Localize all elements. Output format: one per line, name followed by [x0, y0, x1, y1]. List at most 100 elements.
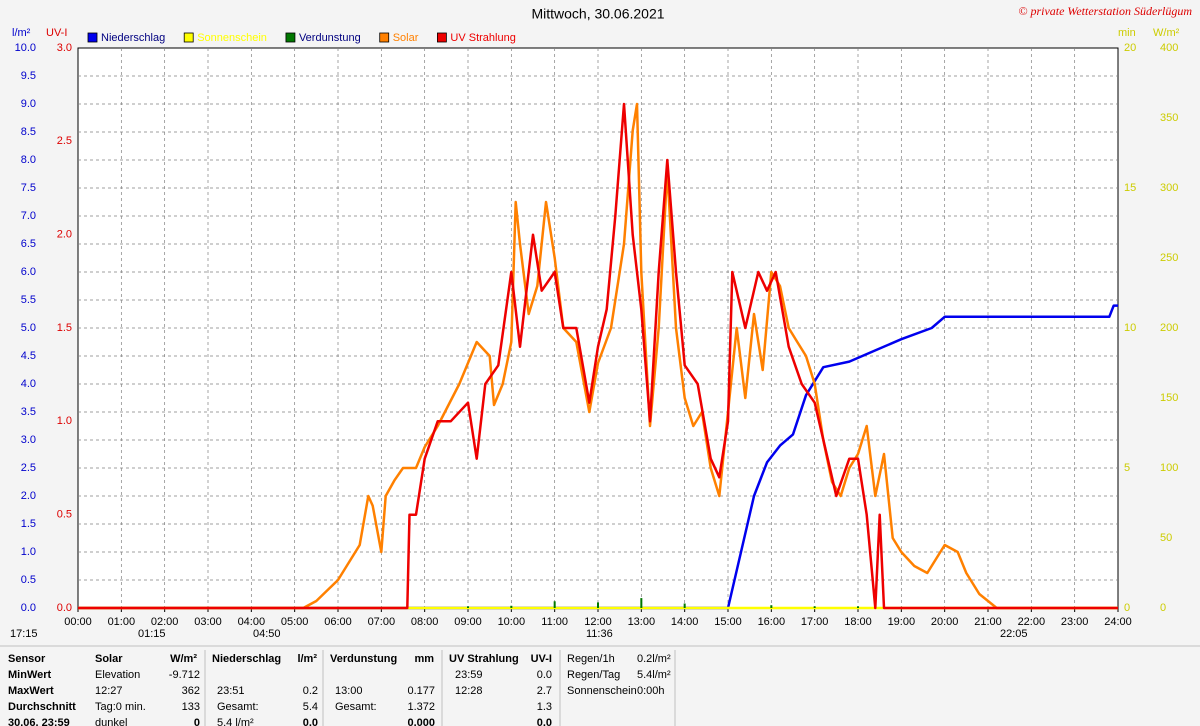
y-tick-label: 7.5	[21, 182, 36, 194]
y-tick-label: 3.5	[21, 406, 36, 418]
x-tick-label: 06:00	[324, 616, 352, 628]
legend-swatch	[379, 32, 390, 43]
axis-unit: W/m²	[1153, 27, 1180, 39]
y-tick-label: 5.0	[21, 322, 36, 334]
y-tick-label: 3.0	[21, 434, 36, 446]
x-tick-label: 07:00	[368, 616, 396, 628]
cell-value: 133	[182, 701, 200, 713]
time-marker: 01:15	[138, 628, 166, 640]
cell-value: 0.0	[537, 669, 552, 681]
y-tick-label: 4.5	[21, 350, 36, 362]
y-tick-label: 2.5	[57, 135, 72, 147]
cell-value: 362	[182, 685, 200, 697]
time-marker: 11:36	[586, 628, 613, 640]
block-title: UV Strahlung	[449, 653, 519, 665]
y-tick-label: 6.0	[21, 266, 36, 278]
cell-value: 2.7	[537, 685, 552, 697]
y-tick-label: 3.0	[57, 42, 72, 54]
summary-label: Regen/Tag	[567, 669, 620, 681]
legend-swatch	[285, 32, 296, 43]
y-tick-label: 10	[1124, 322, 1136, 334]
summary-label: Regen/1h	[567, 653, 615, 665]
y-tick-label: 5	[1124, 462, 1130, 474]
legend-label: Solar	[393, 32, 419, 44]
y-tick-label: 0.0	[21, 602, 36, 614]
summary-label: Sonnenschein	[567, 685, 637, 697]
legend-swatch	[437, 32, 447, 43]
x-tick-label: 08:00	[411, 616, 439, 628]
x-tick-label: 09:00	[454, 616, 482, 628]
y-tick-label: 8.0	[21, 154, 36, 166]
x-tick-label: 04:00	[238, 616, 266, 628]
y-tick-label: 9.5	[21, 70, 36, 82]
block-title: Solar	[95, 653, 123, 665]
y-tick-label: 1.5	[57, 322, 72, 334]
y-tick-label: 150	[1160, 392, 1178, 404]
y-tick-label: 0	[1160, 602, 1166, 614]
x-tick-label: 10:00	[498, 616, 526, 628]
axis-unit: l/m²	[12, 27, 31, 39]
y-tick-label: 50	[1160, 532, 1172, 544]
y-tick-label: 9.0	[21, 98, 36, 110]
block-title: Verdunstung	[330, 653, 397, 665]
time-marker: 17:15	[10, 628, 38, 640]
legend-swatch	[183, 32, 194, 43]
y-tick-label: 2.0	[21, 490, 36, 502]
x-tick-label: 22:00	[1018, 616, 1046, 628]
summary-value: 0.2l/m²	[637, 653, 671, 665]
y-tick-label: 0.5	[21, 574, 36, 586]
y-tick-label: 15	[1124, 182, 1136, 194]
cell-value: 5.4	[303, 701, 318, 713]
x-tick-label: 19:00	[888, 616, 916, 628]
x-tick-label: 16:00	[758, 616, 786, 628]
cell-label: Gesamt:	[217, 701, 259, 713]
y-tick-label: 400	[1160, 42, 1178, 54]
y-tick-label: 200	[1160, 322, 1178, 334]
y-tick-label: 8.5	[21, 126, 36, 138]
block-unit: W/m²	[170, 653, 197, 665]
y-tick-label: 5.5	[21, 294, 36, 306]
y-tick-label: 300	[1160, 182, 1178, 194]
legend-label: Verdunstung	[299, 32, 361, 44]
block-title: Niederschlag	[212, 653, 281, 665]
cell-value: 1.372	[407, 701, 435, 713]
legend-label: Niederschlag	[101, 32, 165, 44]
cell-value: 1.3	[537, 701, 552, 713]
y-tick-label: 350	[1160, 112, 1178, 124]
x-tick-label: 15:00	[714, 616, 742, 628]
y-tick-label: 250	[1160, 252, 1178, 264]
y-tick-label: 100	[1160, 462, 1178, 474]
y-tick-label: 10.0	[15, 42, 36, 54]
y-tick-label: 0	[1124, 602, 1130, 614]
cell-value: -9.712	[169, 669, 200, 681]
cell-label: 23:51	[217, 685, 245, 697]
block-unit: mm	[414, 653, 434, 665]
x-tick-label: 24:00	[1104, 616, 1132, 628]
row-label: MaxWert	[8, 685, 54, 697]
y-tick-label: 6.5	[21, 238, 36, 250]
x-tick-label: 18:00	[844, 616, 872, 628]
legend-label: UV Strahlung	[450, 32, 515, 44]
cell-label: 5.4 l/m²	[217, 717, 254, 726]
row-label: Sensor	[8, 653, 46, 665]
cell-label: 12:27	[95, 685, 123, 697]
cell-label: Elevation	[95, 669, 140, 681]
axis-unit: min	[1118, 27, 1136, 39]
cell-value: 0.0	[537, 717, 552, 726]
series-line	[78, 102, 1118, 610]
time-marker: 22:05	[1000, 628, 1028, 640]
series-line	[78, 304, 1118, 610]
row-label: 30.06. 23:59	[8, 717, 70, 726]
cell-value: 0	[194, 717, 200, 726]
x-tick-label: 05:00	[281, 616, 309, 628]
cell-value: 0.0	[303, 717, 318, 726]
summary-value: 5.4l/m²	[637, 669, 671, 681]
y-tick-label: 1.0	[21, 546, 36, 558]
x-tick-label: 11:00	[541, 616, 568, 628]
cell-label: 23:59	[455, 669, 483, 681]
cell-value: 0.177	[407, 685, 435, 697]
x-tick-label: 14:00	[671, 616, 699, 628]
cell-label: Gesamt:	[335, 701, 377, 713]
x-tick-label: 23:00	[1061, 616, 1089, 628]
